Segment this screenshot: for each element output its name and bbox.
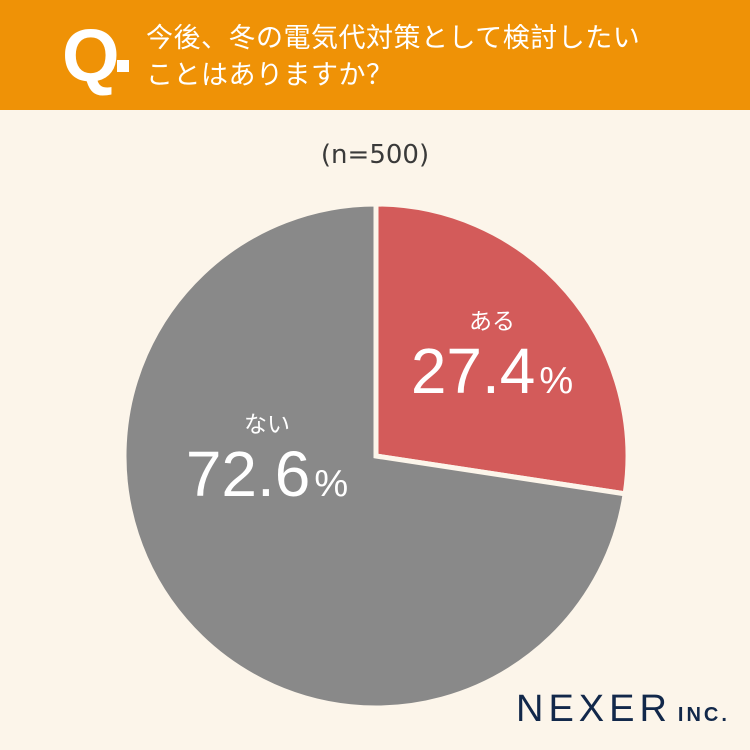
slice-name: ある (469, 309, 515, 335)
slice-value: 27.4 (410, 335, 536, 407)
logo-name: NEXER (516, 688, 672, 730)
nexer-logo: NEXER INC. (516, 688, 730, 731)
question-text: 今後、冬の電気代対策として検討したい ことはありますか？ (146, 20, 640, 94)
question-line-2: ことはありますか？ (146, 60, 394, 91)
slice-unit: % (314, 463, 349, 505)
slice-name: ない (244, 412, 290, 438)
slice-label-no: ない 72.6% (172, 405, 362, 509)
q-dot (117, 60, 129, 72)
q-mark: Q (62, 14, 120, 97)
logo-suffix: INC. (677, 704, 730, 726)
sample-size: (n=500) (320, 140, 430, 170)
question-line-1: 今後、冬の電気代対策として検討したい (146, 23, 641, 54)
slice-no (121, 201, 628, 711)
question-header: Q 今後、冬の電気代対策として検討したい ことはありますか？ (0, 0, 750, 110)
slice-unit: % (539, 360, 574, 402)
slice-value: 72.6 (185, 438, 311, 510)
slice-label-yes: ある 27.4% (402, 302, 582, 406)
slice-yes (373, 201, 631, 497)
